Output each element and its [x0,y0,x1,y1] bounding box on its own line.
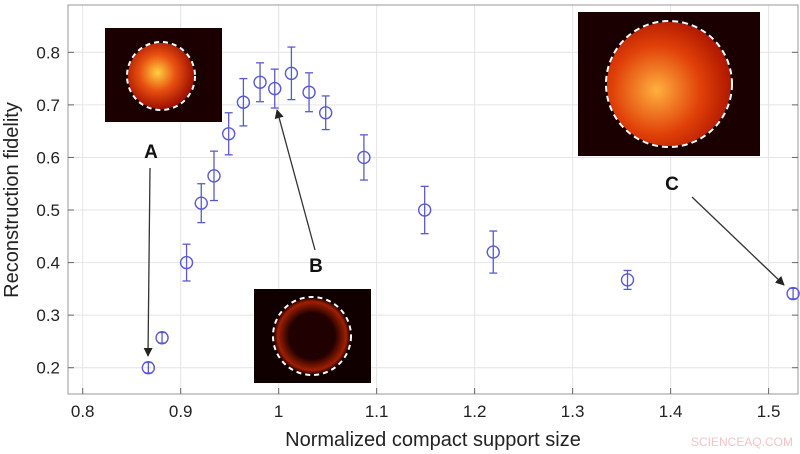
data-point [357,134,371,181]
x-tick-label: 1 [274,402,283,421]
marker [302,85,316,99]
x-tick-label: 1.5 [757,402,781,421]
data-point [302,72,316,113]
data-point [236,77,251,127]
annotation-arrow-c [691,196,785,286]
marker [221,127,236,141]
y-tick-label: 0.8 [36,43,60,62]
y-tick-label: 0.6 [36,148,60,167]
x-tick-label: 1.3 [561,402,585,421]
annotation-arrow-a [143,167,153,357]
plot-frame [67,4,799,395]
marker [155,331,169,345]
y-tick-label: 0.4 [36,254,60,273]
data-point [417,185,432,235]
marker [141,361,156,375]
data-point [141,361,156,375]
marker [319,106,333,120]
data-point [486,230,500,274]
inset-image-a [105,28,222,122]
data-point [786,286,800,301]
data-points [141,46,800,375]
x-tick-label: 1.1 [365,402,389,421]
inset-image-b [254,289,371,383]
annotation-arrow-b [274,109,316,251]
data-point [194,183,208,224]
x-tick-label: 0.9 [169,402,193,421]
data-point [620,269,635,291]
marker [236,95,251,109]
marker [486,245,500,259]
y-tick-label: 0.3 [36,306,60,325]
data-point [319,95,333,131]
marker [284,66,299,81]
data-point [268,68,282,109]
data-point [207,150,221,202]
marker [786,286,800,301]
y-tick-label: 0.7 [36,96,60,115]
marker [194,196,208,210]
marker [253,75,267,89]
marker [268,81,282,96]
y-tick-label: 0.5 [36,201,60,220]
y-axis-label: Reconstruction fidelity [1,102,23,298]
annotation-label-b: B [309,256,323,277]
annotation-label-a: A [144,142,158,163]
x-axis-label: Normalized compact support size [285,429,581,451]
x-tick-label: 1.2 [463,402,487,421]
x-tick-label: 1.4 [659,402,683,421]
data-point [155,331,169,345]
data-point [179,243,194,282]
data-point [221,112,236,156]
marker [620,273,635,287]
ticks: 0.8 0.9 1 1.1 1.2 1.3 1.4 1.5 0.2 0.3 0.4 0.5 0.6 0.7… [36,43,798,421]
marker [357,150,371,165]
inset-image-c [578,12,760,156]
data-point [284,46,299,101]
marker [417,203,432,217]
annotation-label-c: C [665,174,679,195]
marker [207,169,221,183]
x-tick-label: 0.8 [71,402,95,421]
marker [179,255,194,270]
y-tick-label: 0.2 [36,359,60,378]
watermark: SCIENCEAQ.COM [691,435,793,449]
data-point [253,62,267,103]
